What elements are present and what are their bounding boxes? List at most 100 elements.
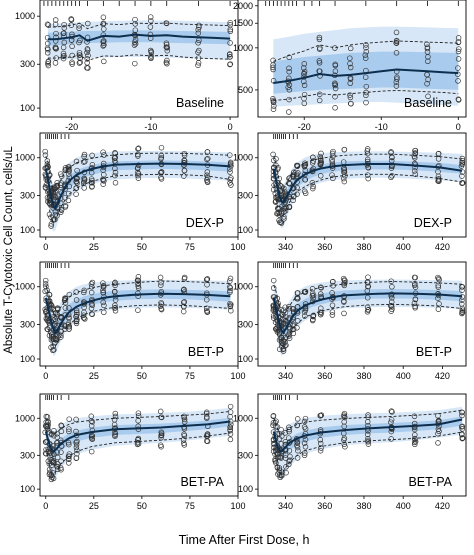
observed-point (286, 447, 293, 454)
observed-median-line (272, 418, 463, 453)
x-tick-label: 0 (43, 371, 48, 381)
panel-frame (39, 0, 239, 118)
observed-point (459, 158, 466, 164)
observed-point (196, 47, 202, 54)
observed-point (181, 173, 187, 179)
observed-point (332, 68, 339, 74)
observed-point (365, 412, 371, 418)
observed-point (316, 46, 323, 52)
observed-point (227, 40, 233, 46)
panel-plot-area (270, 146, 466, 229)
observed-point (88, 422, 95, 429)
observed-point (62, 165, 69, 171)
observed-point (44, 423, 51, 430)
observed-point (271, 103, 277, 109)
y-tick-label: 100 (238, 484, 253, 494)
observed-point (227, 278, 233, 284)
observed-point (73, 441, 80, 448)
observed-point (287, 453, 293, 460)
observed-point (435, 274, 441, 281)
x-tick-label: -10 (375, 122, 388, 132)
observed-point (459, 431, 465, 437)
observed-point (80, 312, 87, 318)
y-tick-label: 300 (20, 450, 35, 460)
x-tick-label: 360 (317, 371, 332, 381)
observed-point (81, 151, 88, 158)
observed-point (227, 403, 234, 410)
observed-point (302, 415, 309, 422)
observed-point (301, 452, 308, 459)
observed-point (275, 454, 281, 460)
observed-point (286, 54, 292, 61)
observed-point (203, 305, 210, 311)
observed-point (101, 152, 107, 158)
chart-panel-1: -20 -10 0 100 300 1000 Baseline (15, 0, 239, 132)
y-tick-label: 300 (20, 320, 35, 330)
observed-point (44, 158, 51, 164)
x-tick-label: 380 (356, 501, 371, 511)
x-tick-label: 75 (185, 501, 195, 511)
observed-point (332, 80, 338, 86)
x-tick-label: 400 (396, 501, 411, 511)
observed-point (88, 169, 95, 176)
observed-point (282, 339, 288, 345)
observed-point (45, 163, 51, 170)
observed-point (459, 409, 465, 416)
observed-point (342, 279, 348, 286)
observed-point (157, 292, 164, 298)
observed-point (363, 44, 369, 51)
observed-point (82, 316, 88, 322)
observed-point (54, 434, 60, 440)
x-tick-label: 340 (278, 371, 293, 381)
observed-point (456, 46, 462, 52)
observed-point (317, 311, 324, 318)
observed-point (73, 455, 80, 461)
observed-point (270, 151, 276, 158)
observed-point (227, 61, 233, 68)
observed-point (69, 59, 75, 66)
observed-point (196, 22, 202, 29)
observed-point (270, 413, 277, 420)
observed-point (459, 180, 465, 186)
observed-point (84, 56, 91, 62)
observed-point (411, 413, 418, 420)
observed-point (89, 183, 95, 190)
observed-point (227, 26, 234, 33)
observed-point (364, 172, 371, 178)
observed-point (332, 85, 339, 92)
observed-point (74, 438, 80, 445)
observed-5th-percentile (273, 90, 459, 101)
observed-point (135, 307, 141, 313)
observed-point (425, 58, 431, 65)
observed-point (60, 55, 67, 62)
observed-point (135, 274, 142, 280)
x-tick-label: 50 (137, 501, 147, 511)
x-tick-label: 100 (230, 242, 245, 252)
observed-point (393, 29, 400, 36)
observed-point (50, 184, 57, 190)
observed-point (180, 437, 187, 443)
y-tick-label: 1000 (15, 153, 35, 163)
x-tick-label: 0 (228, 122, 233, 132)
observed-point (100, 149, 106, 155)
y-axis-label: Absolute T-Cytotoxic Cell Count, cells/u… (3, 146, 15, 354)
panel-frame (39, 132, 239, 238)
observed-point (158, 414, 164, 420)
observed-95th-percentile (273, 153, 463, 190)
observed-point (459, 160, 465, 166)
observed-point (341, 412, 347, 418)
x-tick-label: 0 (43, 501, 48, 511)
panel-treatment-label: DEX-P (186, 216, 224, 230)
observed-point (365, 175, 371, 182)
observed-point (393, 37, 400, 44)
observed-point (459, 173, 465, 179)
observed-point (394, 76, 400, 82)
observed-5th-percentile (273, 303, 463, 347)
observed-point (58, 466, 64, 473)
observed-point (54, 212, 60, 219)
observed-point (195, 40, 201, 46)
observed-point (54, 449, 60, 456)
observed-point (58, 173, 65, 179)
observed-point (388, 428, 395, 435)
observed-point (455, 39, 462, 45)
